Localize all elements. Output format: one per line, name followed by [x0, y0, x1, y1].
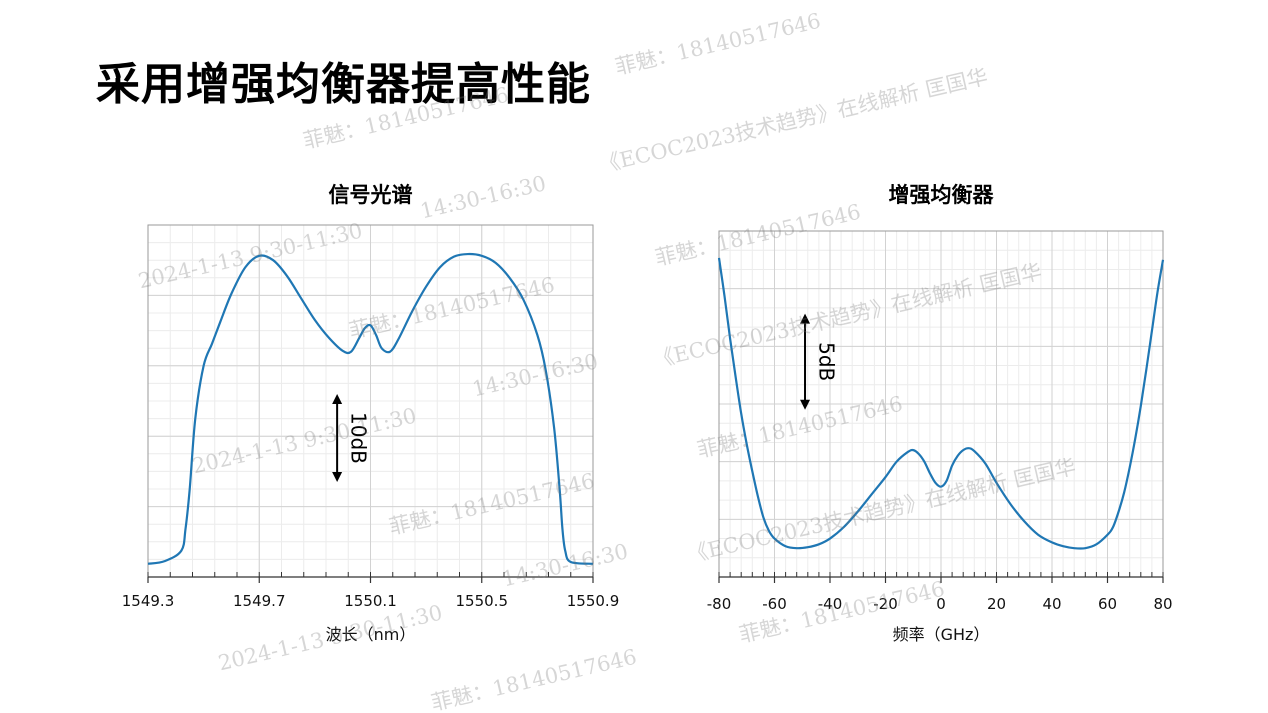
annotation-arrowhead-up	[332, 393, 343, 404]
x-tick-label: 1549.7	[233, 592, 286, 610]
x-tick-label: 80	[1153, 595, 1172, 613]
annotation-arrowhead-down	[332, 471, 343, 482]
x-tick-label: 0	[936, 595, 946, 613]
grid	[719, 231, 1163, 577]
x-tick-label: 40	[1042, 595, 1061, 613]
x-tick-label: 1550.1	[344, 592, 397, 610]
x-tick-label: 1549.3	[122, 592, 175, 610]
x-tick-label: 1550.9	[567, 592, 620, 610]
page-title: 采用增强均衡器提高性能	[96, 59, 591, 110]
annotation-label: 10dB	[347, 412, 371, 464]
x-tick-label: 1550.5	[456, 592, 509, 610]
x-axis-label: 频率（GHz）	[893, 625, 990, 644]
x-tick-label: -20	[873, 595, 898, 613]
annotation-span: 5dB	[800, 313, 839, 410]
x-tick-label: -40	[818, 595, 843, 613]
series-line-0	[717, 257, 1165, 550]
chart-title: 增强均衡器	[889, 183, 995, 207]
x-axis-label: 波长（nm）	[326, 625, 416, 644]
annotation-label: 5dB	[815, 342, 839, 381]
annotation-arrowhead-down	[800, 399, 811, 410]
grid	[148, 225, 593, 577]
x-tick-label: -60	[762, 595, 787, 613]
annotation-span: 10dB	[332, 393, 371, 482]
x-tick-label: 20	[987, 595, 1006, 613]
annotation-arrowhead-up	[800, 313, 811, 324]
chart-title: 信号光谱	[329, 183, 413, 207]
x-tick-label: 60	[1098, 595, 1117, 613]
x-tick-label: -80	[707, 595, 732, 613]
series-line-0	[147, 252, 594, 565]
